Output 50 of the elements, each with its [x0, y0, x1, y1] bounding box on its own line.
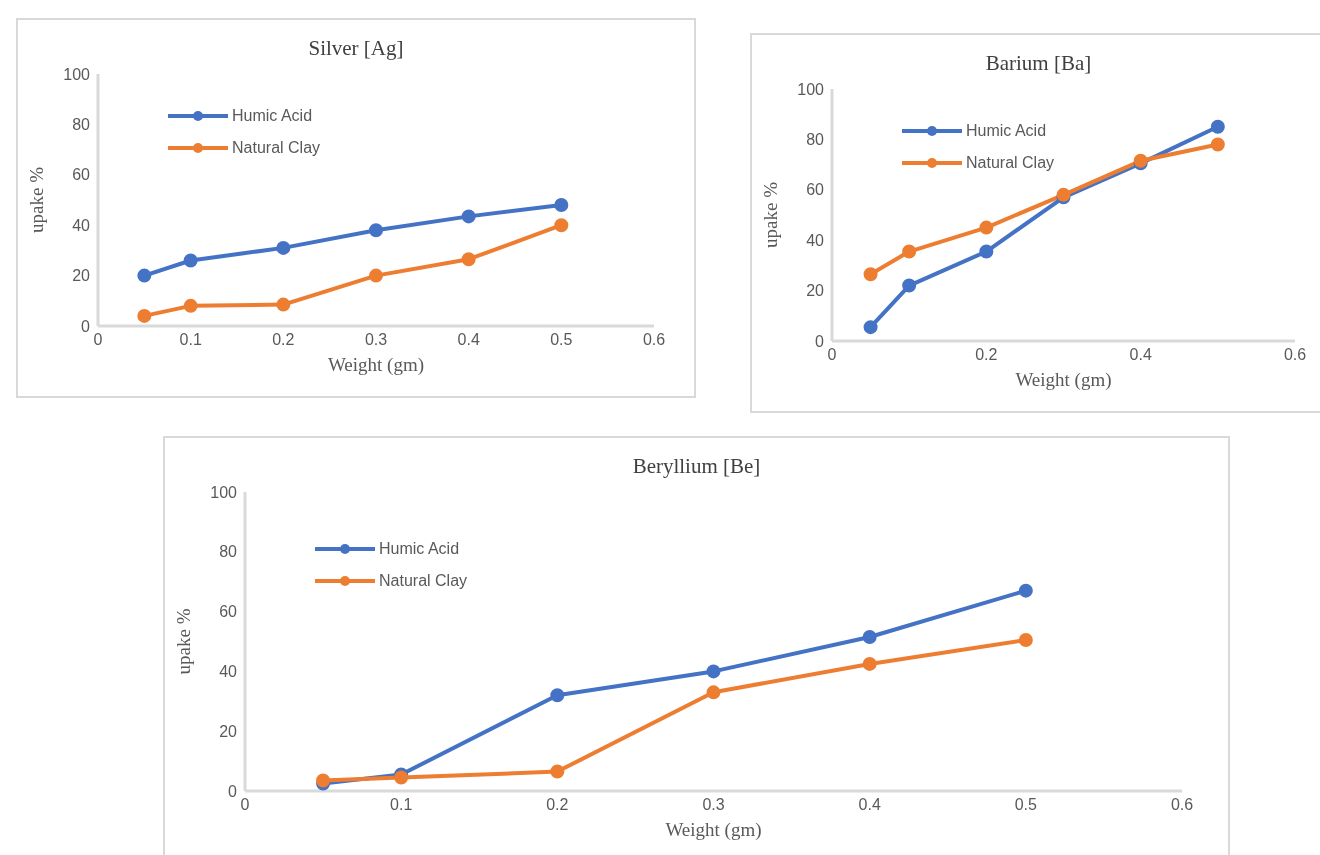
y-tick-label: 60 [72, 166, 91, 184]
legend-label: Humic Acid [966, 121, 1047, 141]
x-tick-label: 0 [827, 346, 837, 364]
x-tick-label: 0.5 [550, 331, 573, 349]
x-tick-label: 0.6 [642, 331, 666, 349]
x-axis-title: Weight (gm) [665, 819, 762, 842]
x-tick-label: 0.5 [1014, 796, 1038, 814]
y-tick-label: 100 [63, 65, 91, 83]
x-tick-label: 0.6 [1283, 346, 1307, 364]
x-tick-label: 0.2 [975, 346, 998, 364]
x-axis-title: Weight (gm) [1015, 369, 1112, 392]
y-tick-label: 80 [72, 116, 91, 134]
x-tick-label: 0.2 [546, 796, 569, 814]
y-tick-label: 60 [806, 181, 825, 199]
y-tick-label: 20 [219, 722, 238, 740]
x-tick-label: 0.3 [364, 331, 388, 349]
legend-label: Humic Acid [379, 539, 460, 559]
y-tick-label: 40 [219, 663, 238, 681]
y-tick-label: 20 [806, 282, 825, 300]
legend-label: Humic Acid [232, 106, 313, 126]
chart-title: Silver [Ag] [307, 36, 405, 62]
y-tick-label: 20 [72, 267, 91, 285]
x-tick-label: 0.4 [858, 796, 881, 814]
chart-title: Barium [Ba] [984, 51, 1093, 77]
y-axis-title: upake % [172, 608, 194, 675]
x-axis-title: Weight (gm) [327, 354, 425, 377]
y-tick-label: 60 [219, 603, 238, 621]
x-tick-label: 0 [93, 331, 103, 349]
y-tick-label: 40 [72, 216, 91, 234]
y-tick-label: 0 [81, 317, 91, 335]
legend-label: Natural Clay [232, 138, 321, 158]
x-tick-label: 0.2 [272, 331, 295, 349]
x-tick-label: 0.4 [1129, 346, 1152, 364]
legend-label: Natural Clay [966, 153, 1055, 173]
y-tick-label: 100 [797, 80, 825, 98]
y-tick-label: 80 [806, 131, 825, 149]
y-axis-title: upake % [25, 166, 47, 233]
y-tick-label: 100 [210, 483, 238, 501]
y-tick-label: 80 [219, 543, 238, 561]
x-tick-label: 0 [240, 796, 250, 814]
x-tick-label: 0.4 [457, 331, 480, 349]
x-tick-label: 0.1 [179, 331, 202, 349]
x-tick-label: 0.6 [1170, 796, 1194, 814]
y-axis-title: upake % [759, 181, 781, 248]
y-tick-label: 0 [228, 782, 238, 800]
legend-label: Natural Clay [379, 571, 468, 591]
y-tick-label: 40 [806, 231, 825, 249]
x-tick-label: 0.1 [390, 796, 413, 814]
x-tick-label: 0.3 [702, 796, 725, 814]
chart-title: Beryllium [Be] [631, 454, 762, 480]
